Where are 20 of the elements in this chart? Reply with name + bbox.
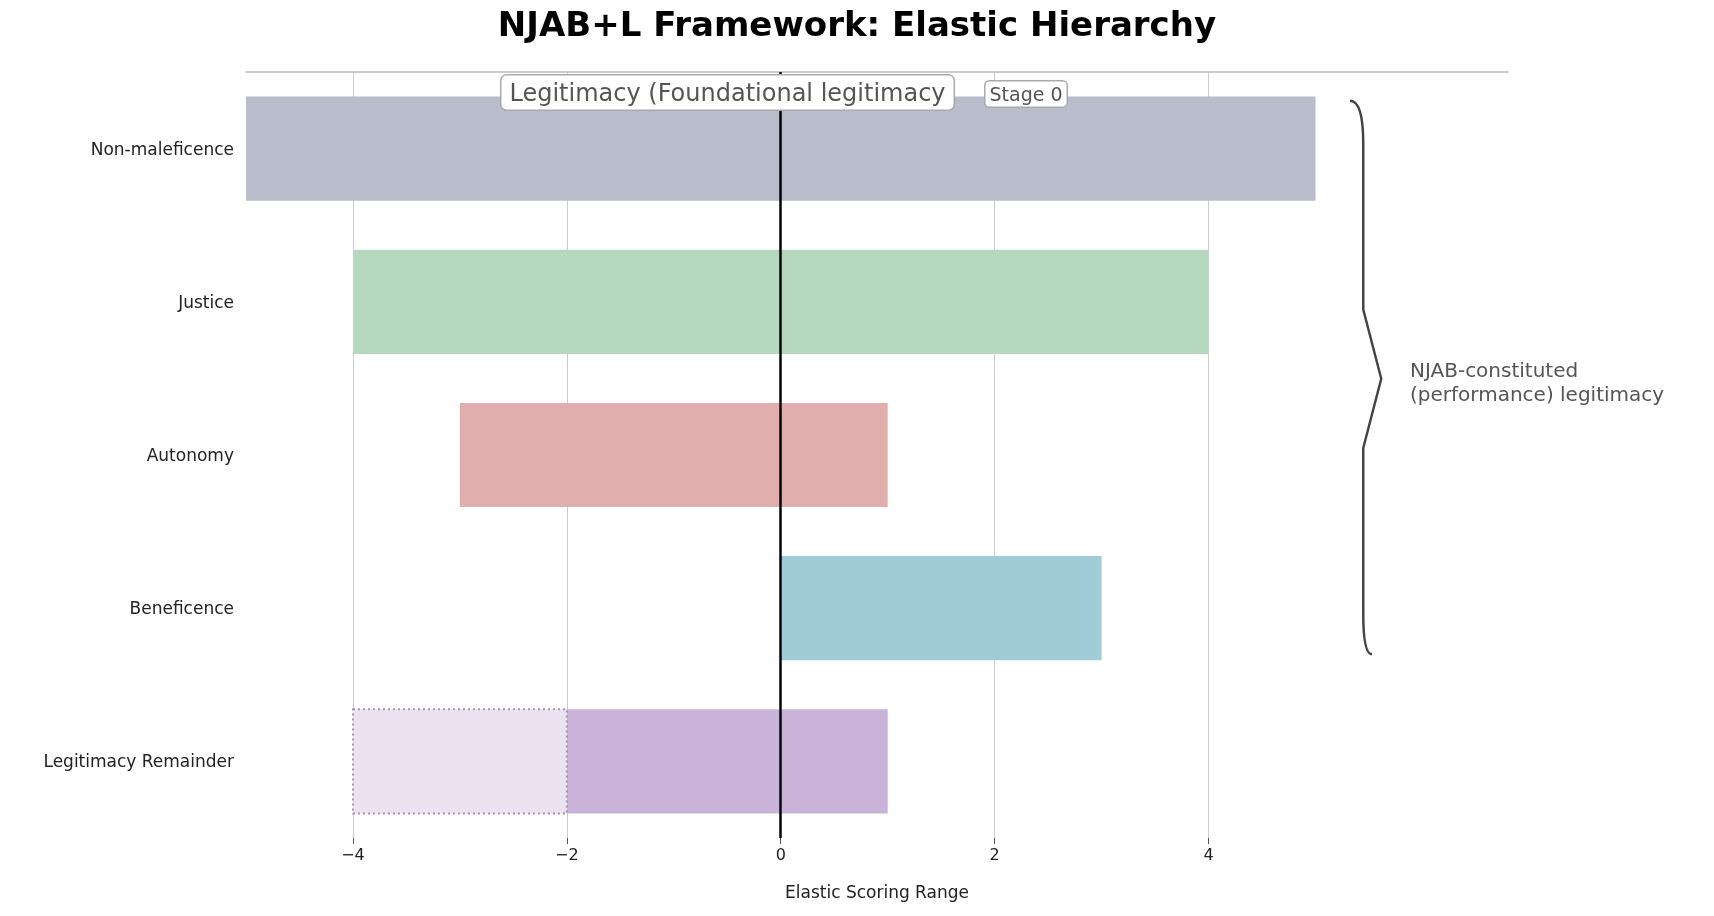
y-tick-label: Legitimacy Remainder [43, 751, 235, 772]
x-tick-label: 0 [775, 844, 786, 864]
y-tick-label: Justice [177, 291, 234, 312]
annotation: Legitimacy (Foundational legitimacy [509, 78, 946, 107]
y-tick-label: Beneficence [129, 598, 234, 619]
x-tick-label: 4 [1203, 844, 1214, 864]
y-tick-label: Autonomy [146, 445, 234, 465]
x-tick-label: −4 [341, 844, 365, 864]
x-tick-label: −2 [555, 844, 579, 864]
annotation: Stage 0 [989, 83, 1063, 105]
bar [566, 709, 888, 814]
x-tick-label: 2 [989, 844, 1000, 864]
y-tick-label: Non-maleficence [90, 138, 234, 159]
bar [780, 556, 1102, 661]
bar [459, 402, 888, 508]
annotation: NJAB-constituted (performance) legitimacy [1410, 358, 1665, 406]
bar [351, 708, 568, 815]
chart-title: NJAB+L Framework: Elastic Hierarchy [497, 4, 1217, 44]
x-axis-title: Elastic Scoring Range [785, 881, 969, 902]
bar [352, 249, 1209, 354]
